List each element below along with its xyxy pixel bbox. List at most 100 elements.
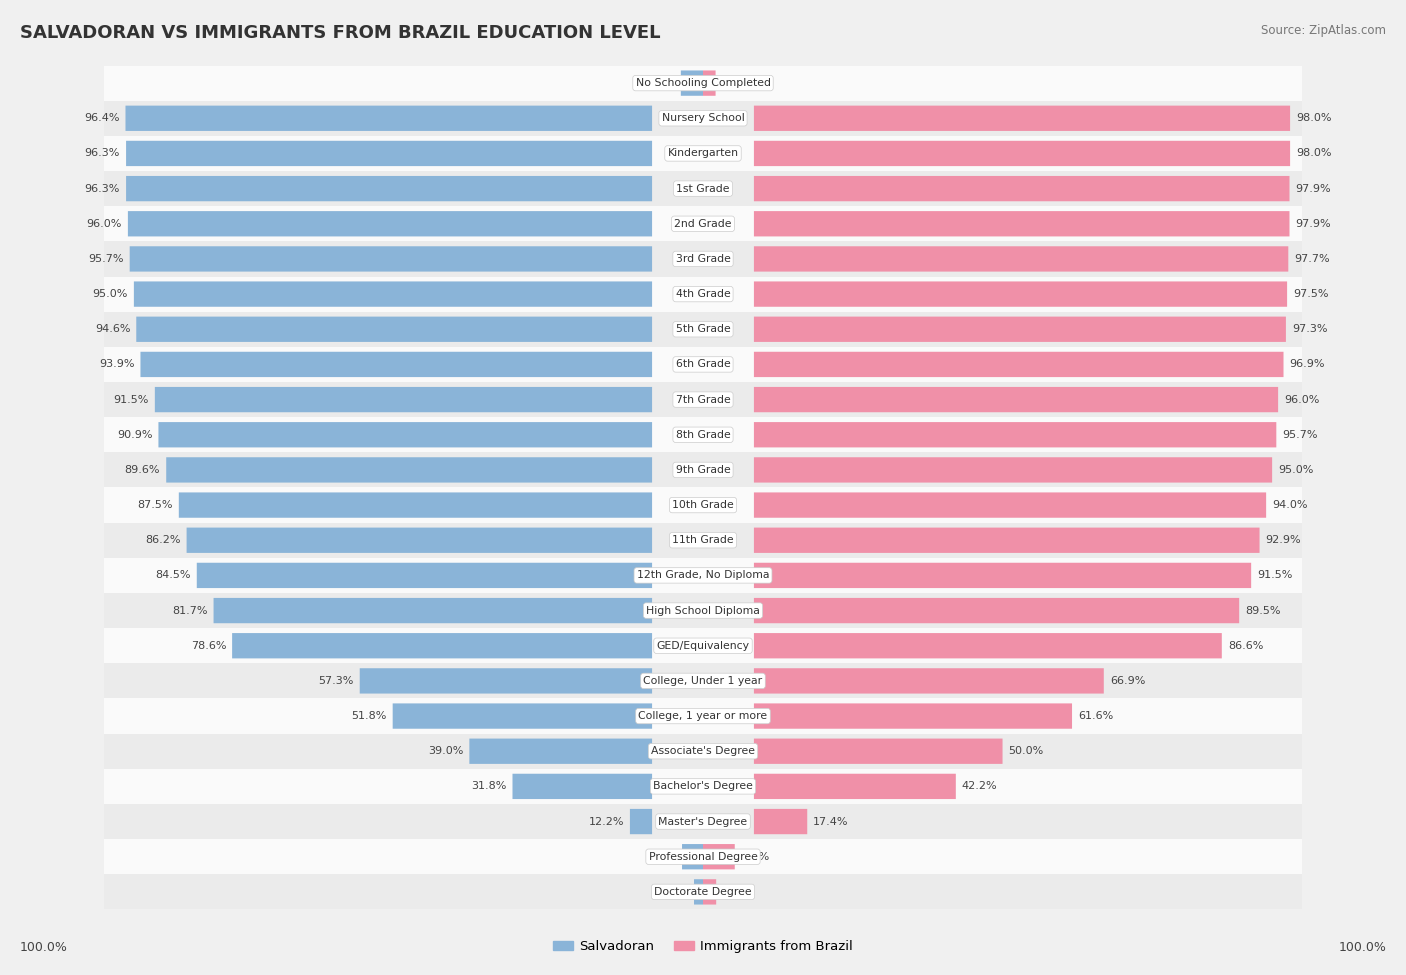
- Bar: [104, 136, 1302, 171]
- Text: 90.9%: 90.9%: [117, 430, 152, 440]
- Text: Master's Degree: Master's Degree: [658, 816, 748, 827]
- Text: 2.1%: 2.1%: [721, 78, 749, 88]
- FancyBboxPatch shape: [754, 527, 1260, 553]
- FancyBboxPatch shape: [128, 212, 652, 236]
- Text: 95.0%: 95.0%: [1278, 465, 1313, 475]
- FancyBboxPatch shape: [197, 563, 652, 588]
- Text: 95.7%: 95.7%: [1282, 430, 1317, 440]
- Bar: [104, 698, 1302, 733]
- Text: 11th Grade: 11th Grade: [672, 535, 734, 545]
- Text: 95.0%: 95.0%: [93, 290, 128, 299]
- Text: 17.4%: 17.4%: [813, 816, 849, 827]
- Text: 5.3%: 5.3%: [741, 852, 769, 862]
- FancyBboxPatch shape: [754, 176, 1289, 201]
- Text: 97.3%: 97.3%: [1292, 325, 1327, 334]
- Bar: [104, 277, 1302, 312]
- FancyBboxPatch shape: [141, 352, 652, 377]
- FancyBboxPatch shape: [695, 879, 703, 905]
- Text: No Schooling Completed: No Schooling Completed: [636, 78, 770, 88]
- Text: 94.6%: 94.6%: [94, 325, 131, 334]
- Bar: [104, 839, 1302, 875]
- Bar: [104, 488, 1302, 523]
- FancyBboxPatch shape: [754, 247, 1288, 272]
- FancyBboxPatch shape: [754, 633, 1222, 658]
- FancyBboxPatch shape: [129, 247, 652, 272]
- Bar: [104, 523, 1302, 558]
- Text: SALVADORAN VS IMMIGRANTS FROM BRAZIL EDUCATION LEVEL: SALVADORAN VS IMMIGRANTS FROM BRAZIL EDU…: [20, 24, 661, 42]
- FancyBboxPatch shape: [513, 774, 652, 800]
- Text: 6th Grade: 6th Grade: [676, 360, 730, 370]
- FancyBboxPatch shape: [754, 598, 1239, 623]
- Text: Professional Degree: Professional Degree: [648, 852, 758, 862]
- Bar: [104, 558, 1302, 593]
- FancyBboxPatch shape: [127, 176, 652, 201]
- FancyBboxPatch shape: [754, 809, 807, 835]
- Text: 12th Grade, No Diploma: 12th Grade, No Diploma: [637, 570, 769, 580]
- Text: 42.2%: 42.2%: [962, 781, 997, 792]
- Text: Nursery School: Nursery School: [662, 113, 744, 123]
- FancyBboxPatch shape: [754, 352, 1284, 377]
- FancyBboxPatch shape: [754, 492, 1267, 518]
- Text: 98.0%: 98.0%: [1296, 113, 1331, 123]
- FancyBboxPatch shape: [127, 140, 652, 166]
- Text: 93.9%: 93.9%: [98, 360, 135, 370]
- Text: 3rd Grade: 3rd Grade: [675, 254, 731, 264]
- Text: 91.5%: 91.5%: [114, 395, 149, 405]
- Text: 12.2%: 12.2%: [589, 816, 624, 827]
- Text: 39.0%: 39.0%: [427, 746, 464, 757]
- Bar: [104, 100, 1302, 136]
- FancyBboxPatch shape: [360, 668, 652, 693]
- Text: 94.0%: 94.0%: [1272, 500, 1308, 510]
- Bar: [104, 804, 1302, 839]
- FancyBboxPatch shape: [214, 598, 652, 623]
- Bar: [104, 733, 1302, 769]
- FancyBboxPatch shape: [754, 457, 1272, 483]
- FancyBboxPatch shape: [754, 282, 1286, 307]
- FancyBboxPatch shape: [470, 739, 652, 763]
- Text: 100.0%: 100.0%: [20, 941, 67, 954]
- Bar: [104, 347, 1302, 382]
- Text: College, Under 1 year: College, Under 1 year: [644, 676, 762, 685]
- Text: 2nd Grade: 2nd Grade: [675, 218, 731, 229]
- Text: 10th Grade: 10th Grade: [672, 500, 734, 510]
- Bar: [104, 171, 1302, 206]
- Text: 8th Grade: 8th Grade: [676, 430, 730, 440]
- Text: 84.5%: 84.5%: [155, 570, 191, 580]
- Bar: [104, 663, 1302, 698]
- Text: Associate's Degree: Associate's Degree: [651, 746, 755, 757]
- Text: 89.5%: 89.5%: [1246, 605, 1281, 615]
- FancyBboxPatch shape: [754, 422, 1277, 448]
- FancyBboxPatch shape: [754, 703, 1071, 728]
- Text: 86.6%: 86.6%: [1227, 641, 1263, 650]
- Bar: [104, 417, 1302, 452]
- FancyBboxPatch shape: [754, 317, 1286, 342]
- FancyBboxPatch shape: [754, 563, 1251, 588]
- Text: 96.0%: 96.0%: [1284, 395, 1319, 405]
- Text: 87.5%: 87.5%: [138, 500, 173, 510]
- Text: 97.9%: 97.9%: [1295, 183, 1331, 194]
- Bar: [104, 628, 1302, 663]
- FancyBboxPatch shape: [187, 527, 652, 553]
- Text: 57.3%: 57.3%: [318, 676, 354, 685]
- Legend: Salvadoran, Immigrants from Brazil: Salvadoran, Immigrants from Brazil: [547, 935, 859, 958]
- FancyBboxPatch shape: [682, 844, 703, 870]
- Text: 96.3%: 96.3%: [84, 183, 120, 194]
- FancyBboxPatch shape: [136, 317, 652, 342]
- Text: 98.0%: 98.0%: [1296, 148, 1331, 159]
- FancyBboxPatch shape: [681, 70, 703, 96]
- Text: 5th Grade: 5th Grade: [676, 325, 730, 334]
- Bar: [104, 593, 1302, 628]
- Text: 1.5%: 1.5%: [659, 887, 688, 897]
- Text: 66.9%: 66.9%: [1109, 676, 1144, 685]
- Text: 96.9%: 96.9%: [1289, 360, 1324, 370]
- FancyBboxPatch shape: [754, 668, 1104, 693]
- Text: 1st Grade: 1st Grade: [676, 183, 730, 194]
- Text: 3.5%: 3.5%: [648, 852, 676, 862]
- Text: 4th Grade: 4th Grade: [676, 290, 730, 299]
- FancyBboxPatch shape: [166, 457, 652, 483]
- Text: GED/Equivalency: GED/Equivalency: [657, 641, 749, 650]
- Bar: [104, 65, 1302, 100]
- Text: 9th Grade: 9th Grade: [676, 465, 730, 475]
- Text: 2.2%: 2.2%: [723, 887, 751, 897]
- Text: 96.0%: 96.0%: [87, 218, 122, 229]
